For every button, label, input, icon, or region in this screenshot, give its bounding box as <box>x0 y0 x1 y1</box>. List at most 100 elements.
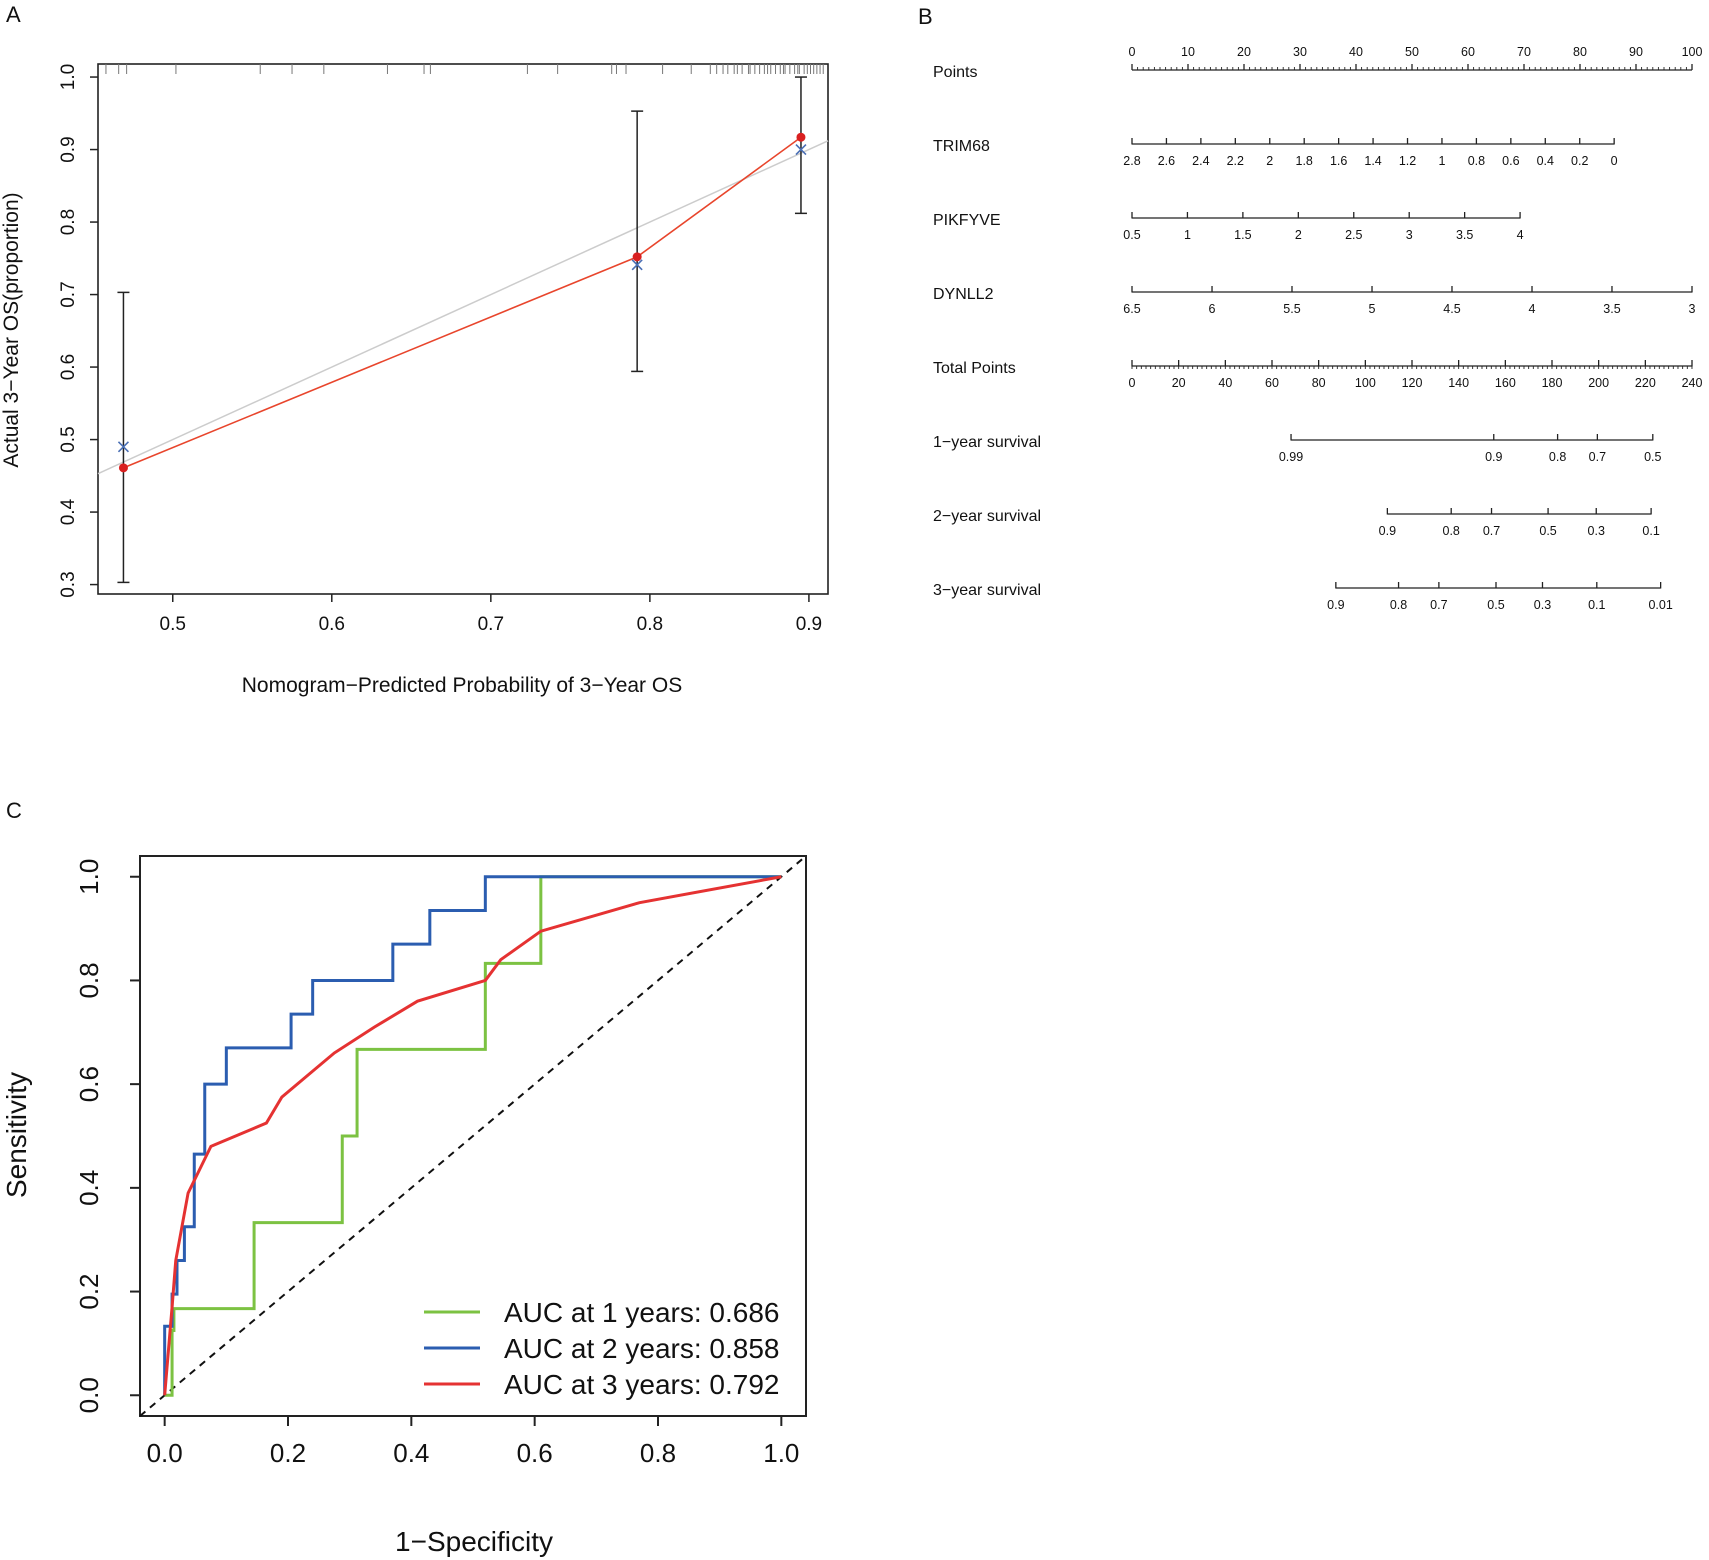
nomogram-tick-label: 0.7 <box>1430 598 1447 612</box>
nomogram-row-name: TRIM68 <box>933 138 990 155</box>
nomogram-tick-label: 140 <box>1448 376 1469 390</box>
calibration-bias-corrected-point <box>631 259 643 271</box>
nomogram-tick-label: 0.2 <box>1571 154 1588 168</box>
nomogram-tick-label: 40 <box>1349 45 1363 59</box>
calibration-x-tick-label: 0.6 <box>319 614 345 635</box>
nomogram-tick-label: 0 <box>1129 45 1136 59</box>
nomogram-tick-label: 4 <box>1529 302 1536 316</box>
roc-x-tick-label: 0.8 <box>640 1438 676 1468</box>
nomogram-row-name: DYNLL2 <box>933 286 994 303</box>
nomogram-tick-label: 180 <box>1542 376 1563 390</box>
legend-label-3-year: AUC at 3 years: 0.792 <box>504 1369 779 1400</box>
panel-label-c: C <box>6 798 22 823</box>
nomogram-tick-label: 70 <box>1517 45 1531 59</box>
calibration-observed-point <box>796 132 806 142</box>
panel-label-a: A <box>6 2 21 27</box>
nomogram-tick-label: 0 <box>1611 154 1618 168</box>
nomogram-tick-label: 2.4 <box>1192 154 1209 168</box>
calibration-observed-point <box>632 252 642 262</box>
nomogram-tick-label: 100 <box>1682 45 1703 59</box>
roc-curve-3-year <box>163 875 782 1396</box>
nomogram-tick-label: 2.8 <box>1123 154 1140 168</box>
nomogram-tick-label: 0.6 <box>1502 154 1519 168</box>
nomogram-tick-label: 60 <box>1461 45 1475 59</box>
nomogram-tick-label: 0.99 <box>1279 450 1303 464</box>
nomogram-tick-label: 5 <box>1369 302 1376 316</box>
nomogram-tick-label: 0.5 <box>1644 450 1661 464</box>
nomogram-tick-label: 80 <box>1312 376 1326 390</box>
roc-x-tick-label: 0.6 <box>517 1438 553 1468</box>
roc-curve-2-year <box>163 875 782 1396</box>
nomogram-tick-label: 10 <box>1181 45 1195 59</box>
nomogram-tick-label: 20 <box>1172 376 1186 390</box>
nomogram-tick-label: 4 <box>1517 228 1524 242</box>
legend-label-1-year: AUC at 1 years: 0.686 <box>504 1297 779 1328</box>
nomogram-tick-label: 2.2 <box>1227 154 1244 168</box>
calibration-y-tick-label: 0.8 <box>58 209 79 235</box>
nomogram-tick-label: 120 <box>1402 376 1423 390</box>
panel-label-b: B <box>918 4 933 29</box>
nomogram-tick-label: 1 <box>1438 154 1445 168</box>
nomogram-tick-label: 0.5 <box>1487 598 1504 612</box>
nomogram-tick-label: 0.9 <box>1379 524 1396 538</box>
nomogram-tick-label: 0.1 <box>1642 524 1659 538</box>
calibration-x-tick-label: 0.7 <box>478 614 504 635</box>
nomogram-tick-label: 50 <box>1405 45 1419 59</box>
legend-label-2-year: AUC at 2 years: 0.858 <box>504 1333 779 1364</box>
nomogram-tick-label: 0 <box>1129 376 1136 390</box>
nomogram-tick-label: 0.8 <box>1549 450 1566 464</box>
nomogram-tick-label: 1.4 <box>1364 154 1381 168</box>
nomogram-tick-label: 0.3 <box>1534 598 1551 612</box>
roc-x-tick-label: 0.2 <box>270 1438 306 1468</box>
calibration-bias-corrected-point <box>117 441 130 453</box>
nomogram-tick-label: 30 <box>1293 45 1307 59</box>
roc-y-tick-label: 0.8 <box>74 962 104 998</box>
nomogram-tick-label: 3.5 <box>1456 228 1473 242</box>
roc-y-tick-label: 0.6 <box>74 1066 104 1102</box>
calibration-ideal-line <box>97 140 829 475</box>
nomogram-row-name: Total Points <box>933 360 1016 377</box>
nomogram-tick-label: 0.5 <box>1123 228 1140 242</box>
nomogram-tick-label: 40 <box>1218 376 1232 390</box>
roc-x-tick-label: 1.0 <box>763 1438 799 1468</box>
nomogram-tick-label: 0.8 <box>1468 154 1485 168</box>
nomogram-tick-label: 4.5 <box>1443 302 1460 316</box>
nomogram-tick-label: 0.8 <box>1390 598 1407 612</box>
roc-reference-diagonal <box>139 855 807 1417</box>
nomogram-tick-label: 1.6 <box>1330 154 1347 168</box>
calibration-observed-point <box>118 463 128 473</box>
nomogram-tick-label: 3.5 <box>1603 302 1620 316</box>
nomogram-tick-label: 0.8 <box>1443 524 1460 538</box>
roc-legend: AUC at 1 years: 0.686 AUC at 2 years: 0.… <box>424 1297 779 1400</box>
nomogram-tick-label: 200 <box>1588 376 1609 390</box>
calibration-y-tick-label: 0.4 <box>58 498 79 525</box>
nomogram-tick-label: 5.5 <box>1283 302 1300 316</box>
nomogram-tick-label: 2.6 <box>1158 154 1175 168</box>
nomogram-tick-label: 0.9 <box>1327 598 1344 612</box>
nomogram-row-name: 2−year survival <box>933 508 1041 525</box>
calibration-x-tick-label: 0.9 <box>796 614 822 635</box>
calibration-y-tick-label: 1.0 <box>58 64 79 90</box>
nomogram-tick-label: 0.9 <box>1485 450 1502 464</box>
calibration-y-axis-label: Actual 3−Year OS(proportion) <box>0 192 23 467</box>
roc-plot-frame <box>139 855 807 1417</box>
nomogram-tick-label: 6.5 <box>1123 302 1140 316</box>
nomogram-tick-label: 100 <box>1355 376 1376 390</box>
nomogram-tick-label: 2.5 <box>1345 228 1362 242</box>
calibration-x-axis-label: Nomogram−Predicted Probability of 3−Year… <box>242 674 682 697</box>
roc-y-axis-label: Sensitivity <box>1 1072 32 1198</box>
calibration-observed-line <box>123 136 802 469</box>
calibration-y-tick-label: 0.5 <box>58 426 79 452</box>
calibration-y-tick-label: 0.7 <box>58 281 79 307</box>
nomogram-tick-label: 0.5 <box>1539 524 1556 538</box>
nomogram-tick-label: 0.4 <box>1537 154 1554 168</box>
nomogram-row-name: PIKFYVE <box>933 212 1001 229</box>
nomogram-tick-label: 1.8 <box>1296 154 1313 168</box>
roc-y-tick-label: 1.0 <box>74 859 104 895</box>
roc-curve-1-year <box>164 875 782 1397</box>
nomogram-tick-label: 2 <box>1266 154 1273 168</box>
roc-y-tick-label: 0.0 <box>74 1377 104 1413</box>
